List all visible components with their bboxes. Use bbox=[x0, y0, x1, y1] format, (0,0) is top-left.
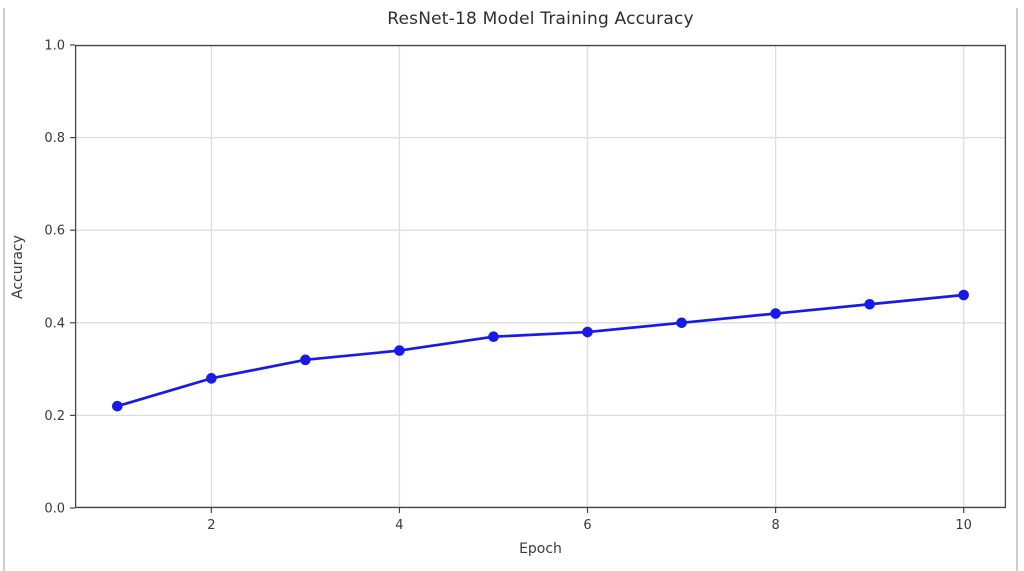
data-point-epoch-4 bbox=[394, 345, 405, 356]
y-axis-label: Accuracy bbox=[10, 235, 26, 299]
right-border-line bbox=[1016, 8, 1018, 571]
y-tick-label: 0.0 bbox=[44, 502, 65, 517]
axes-spine-box bbox=[74, 44, 1007, 509]
y-tick-label: 0.4 bbox=[44, 316, 65, 331]
chart-title: ResNet-18 Model Training Accuracy bbox=[387, 9, 694, 29]
x-tick-label: 4 bbox=[395, 518, 403, 533]
accuracy-line bbox=[115, 293, 966, 408]
data-point-epoch-7 bbox=[676, 317, 687, 329]
y-tick-label: 0.2 bbox=[44, 409, 65, 424]
y-tick-label: 0.6 bbox=[44, 224, 65, 239]
x-tick-label: 2 bbox=[207, 518, 215, 533]
left-border-line bbox=[3, 8, 5, 571]
data-point-epoch-8 bbox=[770, 308, 781, 319]
data-point-epoch-9 bbox=[864, 298, 875, 310]
data-point-epoch-5 bbox=[488, 331, 499, 342]
data-point-epoch-10 bbox=[958, 289, 969, 301]
x-axis-label: Epoch bbox=[519, 541, 562, 557]
y-tick-label: 1.0 bbox=[44, 39, 65, 54]
x-tick-label: 8 bbox=[771, 518, 779, 533]
y-tick-label: 0.8 bbox=[44, 131, 65, 146]
x-tick-label: 6 bbox=[583, 518, 591, 533]
data-point-epoch-2 bbox=[206, 373, 217, 384]
accuracy-chart: 2 4 6 8 10 0.0 0.2 0.4 0.6 0.8 1.0 bbox=[44, 39, 1007, 533]
x-tick-label: 10 bbox=[955, 518, 972, 533]
data-point-epoch-6 bbox=[582, 326, 593, 338]
data-point-epoch-1 bbox=[112, 400, 123, 412]
data-point-epoch-3 bbox=[300, 354, 311, 366]
